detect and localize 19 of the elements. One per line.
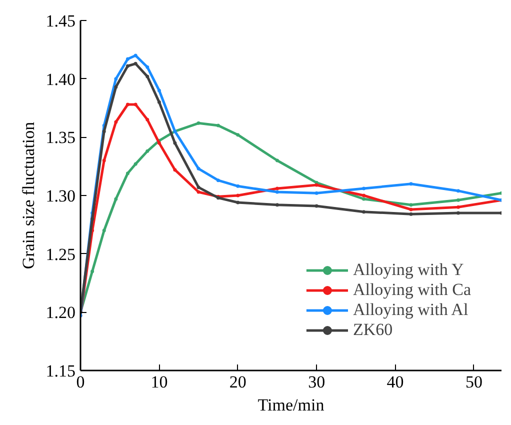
y-tick-label: 1.15 [46,362,76,380]
y-tick-label: 1.40 [46,70,76,89]
x-axis-title: Time/min [258,396,325,414]
legend-label: Alloying with Ca [352,280,471,300]
y-axis-title: Grain size fluctuation [18,121,38,270]
x-tick-label: 10 [150,372,168,392]
x-tick-label: 30 [308,372,326,392]
legend-label: ZK60 [352,320,393,340]
legend-label: Alloying with Al [352,300,468,320]
y-tick-label: 1.25 [46,244,76,264]
x-tick-label: 50 [465,372,482,392]
x-tick-label: 20 [229,372,246,392]
x-tick-label: 40 [386,372,404,392]
legend-label: Alloying with Y [352,260,464,280]
y-tick-label: 1.20 [46,303,76,322]
x-tick-label: 0 [76,372,85,392]
y-tick-label: 1.30 [46,186,76,206]
y-tick-label: 1.35 [46,128,76,148]
y-tick-label: 1.45 [46,12,76,30]
